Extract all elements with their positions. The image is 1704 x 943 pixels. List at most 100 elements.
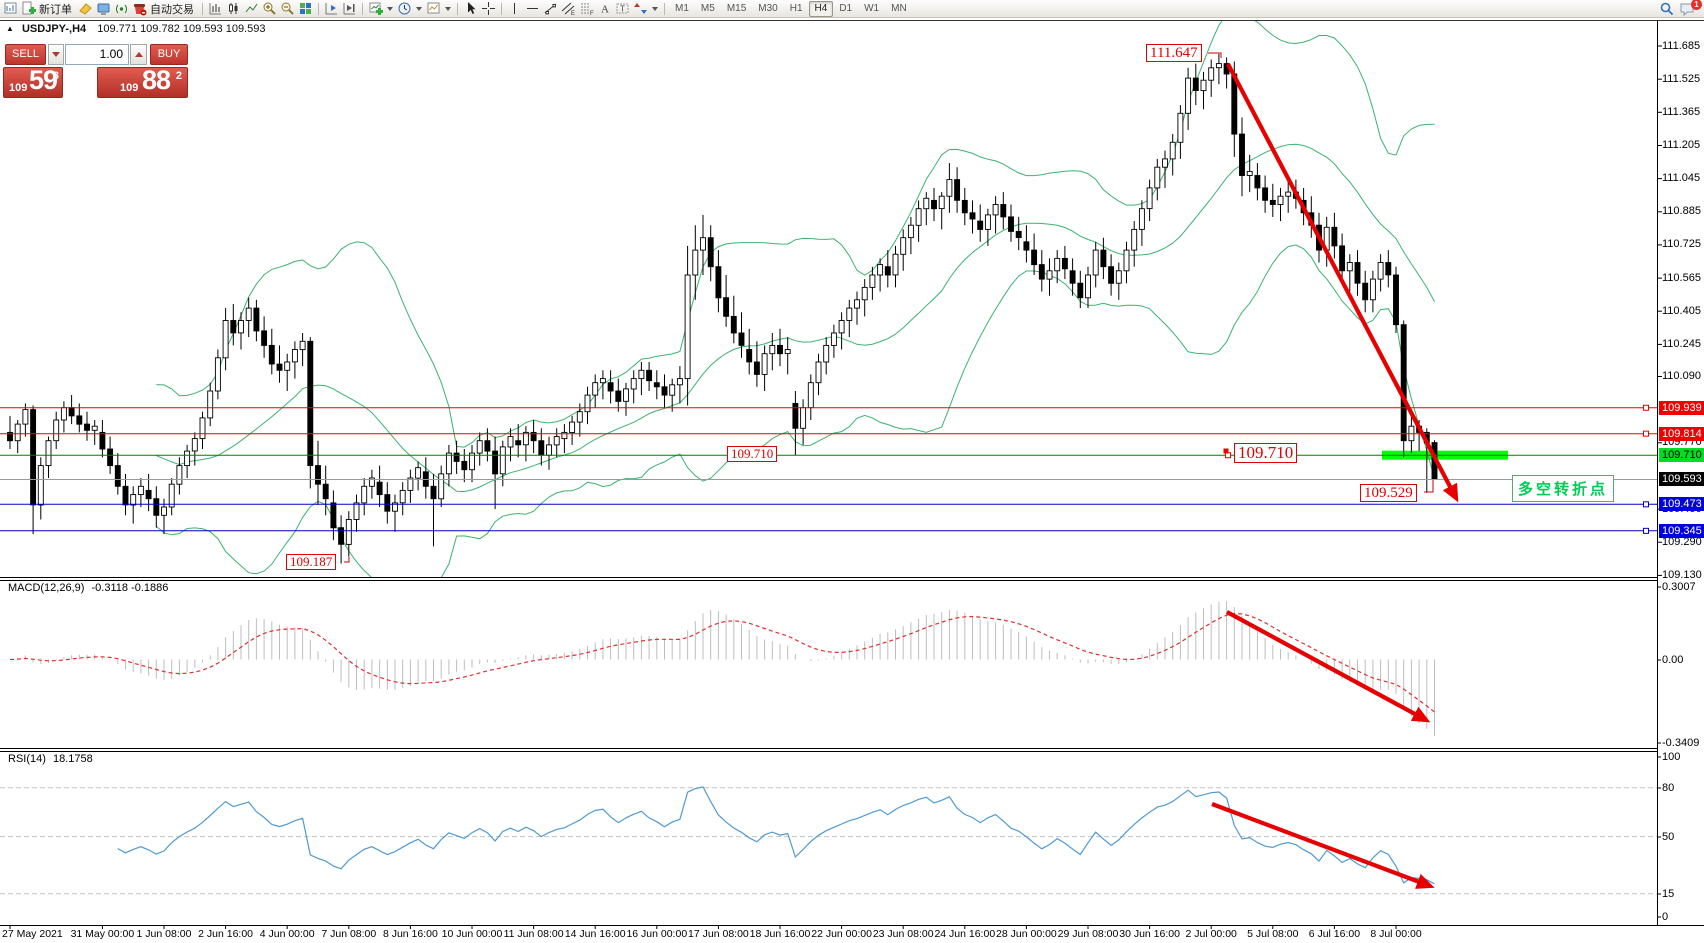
timeframe-button-h1[interactable]: H1 xyxy=(789,2,803,14)
date-axis-label: 1 Jun 08:00 xyxy=(136,928,192,940)
sell-price-box[interactable]: 109 59 3 xyxy=(3,65,63,98)
date-axis-label: 31 May 00:00 xyxy=(70,928,135,940)
date-axis-label: 27 May 2021 xyxy=(2,928,63,940)
turning-point-note[interactable]: 多空转折点 xyxy=(1512,475,1615,502)
text-icon[interactable]: A xyxy=(596,1,613,17)
price-marker-label: 109.814 xyxy=(1659,426,1704,441)
annotation-price-label[interactable]: 109.187 xyxy=(286,554,337,571)
date-axis-label: 29 Jun 08:00 xyxy=(1057,928,1119,940)
price-axis-tick: 111.685 xyxy=(1662,39,1701,52)
collapse-panel-arrow-icon[interactable]: ▲ xyxy=(6,24,14,33)
timeframe-button-h4[interactable]: H4 xyxy=(808,0,834,17)
macd-axis-label: -0.3409 xyxy=(1662,736,1700,749)
price-marker-label: 109.939 xyxy=(1659,400,1704,415)
date-axis-label: 17 Jun 08:00 xyxy=(688,928,749,940)
buy-price-big: 88 xyxy=(142,65,171,95)
macd-values: -0.3118 -0.1886 xyxy=(91,582,169,594)
timeframe-button-m5[interactable]: M5 xyxy=(700,2,715,14)
annotation-price-label[interactable]: 109.710 xyxy=(727,446,778,463)
signal-icon[interactable] xyxy=(113,1,130,17)
terminal-icon[interactable] xyxy=(95,1,112,17)
rsi-axis-label: 80 xyxy=(1662,781,1675,794)
date-axis-label: 8 Jul 00:00 xyxy=(1370,928,1422,940)
timeframe-button-d1[interactable]: D1 xyxy=(839,2,853,14)
autotrade-label[interactable]: 自动交易 xyxy=(150,3,194,16)
timeframe-button-m30[interactable]: M30 xyxy=(758,2,778,14)
macd-header: MACD(12,26,9) -0.3118 -0.1886 xyxy=(8,582,168,594)
timeframe-button-mn[interactable]: MN xyxy=(891,2,907,14)
rsi-name: RSI(14) xyxy=(8,753,46,765)
buy-price-sup: 2 xyxy=(175,70,182,82)
highlighter-icon[interactable] xyxy=(77,1,94,17)
timeframe-button-w1[interactable]: W1 xyxy=(864,2,880,14)
zoom-in-icon[interactable] xyxy=(261,1,278,17)
annotation-price-label[interactable]: 109.529 xyxy=(1360,484,1417,503)
annotation-price-label[interactable]: 109.710 xyxy=(1234,443,1298,464)
date-axis-label: 11 Jun 08:00 xyxy=(503,928,564,940)
arrows-icon[interactable] xyxy=(632,1,649,17)
new-chart-button[interactable] xyxy=(367,1,384,17)
rsi-header: RSI(14) 18.1758 xyxy=(8,753,93,765)
sell-button[interactable]: SELL xyxy=(5,44,46,65)
volume-input[interactable]: 1.00 xyxy=(65,44,129,65)
shift-end-icon[interactable] xyxy=(323,1,340,17)
period-clock-button[interactable] xyxy=(396,1,413,17)
toolbar-right: 1 xyxy=(1658,0,1702,17)
new-chart-caret-icon[interactable] xyxy=(387,6,393,11)
autotrade-button[interactable] xyxy=(131,1,148,17)
notification-badge[interactable]: 1 xyxy=(1691,0,1702,10)
new-order-label[interactable]: 新订单 xyxy=(39,3,72,16)
date-axis-label: 6 Jul 16:00 xyxy=(1308,928,1361,940)
price-axis-tick: 111.205 xyxy=(1662,138,1701,151)
candlestick-chart-icon[interactable] xyxy=(225,1,242,17)
fibonacci-icon[interactable]: F xyxy=(578,1,595,17)
rsi-axis-label: 50 xyxy=(1662,830,1675,843)
horizontal-line-icon[interactable] xyxy=(524,1,541,17)
triangle-down-icon xyxy=(52,52,60,57)
svg-text:F: F xyxy=(590,11,594,16)
line-chart-icon[interactable] xyxy=(243,1,260,17)
symbol-label: USDJPY-,H4 xyxy=(21,23,87,35)
new-order-button[interactable] xyxy=(20,1,37,17)
cursor-icon[interactable] xyxy=(462,1,479,17)
price-axis-tick: 109.130 xyxy=(1662,568,1702,581)
charts-icon[interactable] xyxy=(2,1,19,17)
buy-button[interactable]: BUY xyxy=(150,44,188,65)
arrows-caret-icon[interactable] xyxy=(652,6,658,11)
search-icon[interactable] xyxy=(1658,1,1675,17)
date-axis-label: 18 Jun 16:00 xyxy=(749,928,811,940)
template-caret-icon[interactable] xyxy=(445,6,451,11)
date-axis-label: 10 Jun 00:00 xyxy=(441,928,503,940)
trendline-icon[interactable] xyxy=(542,1,559,17)
template-button[interactable] xyxy=(425,1,442,17)
rsi-axis-label: 100 xyxy=(1662,750,1681,763)
buy-price-box[interactable]: 109 88 2 xyxy=(97,65,188,98)
macd-axis-label: 0.3007 xyxy=(1662,580,1696,593)
toolbar-separator xyxy=(202,2,203,15)
auto-scroll-icon[interactable] xyxy=(341,1,358,17)
timeframe-button-m1[interactable]: M1 xyxy=(675,2,689,14)
vertical-line-icon[interactable] xyxy=(506,1,523,17)
toolbar-separator xyxy=(664,2,665,15)
period-caret-icon[interactable] xyxy=(416,6,422,11)
rsi-axis-label: 0 xyxy=(1662,910,1669,923)
zoom-out-icon[interactable] xyxy=(279,1,296,17)
date-axis-label: 24 Jun 16:00 xyxy=(934,928,996,940)
price-axis-tick: 110.090 xyxy=(1662,369,1701,382)
rsi-axis-label: 15 xyxy=(1662,887,1675,900)
date-axis-label: 4 Jun 00:00 xyxy=(259,928,315,940)
tile-windows-icon[interactable] xyxy=(297,1,314,17)
crosshair-icon[interactable] xyxy=(480,1,497,17)
text-label-icon[interactable]: T xyxy=(614,1,631,17)
timeframe-button-m15[interactable]: M15 xyxy=(726,2,747,14)
bar-chart-icon[interactable] xyxy=(207,1,224,17)
price-axis-tick: 111.045 xyxy=(1662,172,1701,185)
volume-up-button[interactable] xyxy=(130,44,147,65)
date-axis-label: 30 Jun 16:00 xyxy=(1119,928,1180,940)
equidistant-channel-icon[interactable]: E xyxy=(560,1,577,17)
quote-ohlc-label: 109.771 109.782 109.593 109.593 xyxy=(97,23,266,35)
annotation-price-label[interactable]: 111.647 xyxy=(1146,44,1202,63)
volume-down-button[interactable] xyxy=(48,44,64,65)
price-axis-tick: 111.525 xyxy=(1662,72,1701,85)
